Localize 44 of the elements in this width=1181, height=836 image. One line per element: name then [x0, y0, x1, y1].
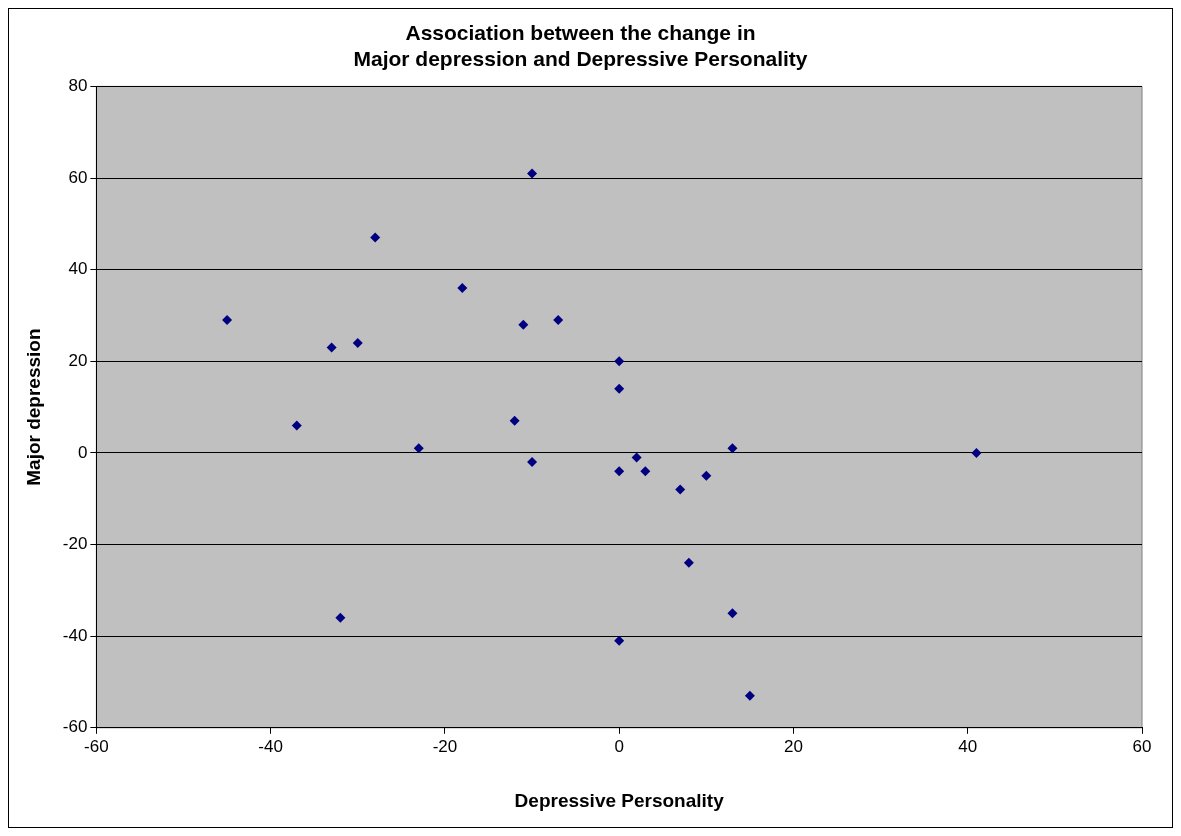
point — [518, 319, 529, 330]
point — [509, 415, 520, 426]
point — [614, 383, 625, 394]
point — [335, 612, 346, 623]
point — [727, 443, 738, 454]
x-tick-label: 0 — [614, 736, 624, 756]
x-tick-label: 20 — [784, 736, 803, 756]
point — [614, 466, 625, 477]
point — [727, 608, 738, 619]
y-tick-label: -40 — [62, 625, 88, 645]
point — [683, 557, 694, 568]
y-tick-label: 0 — [77, 442, 88, 462]
point — [370, 232, 381, 243]
point — [291, 420, 302, 431]
point — [352, 337, 363, 348]
point — [971, 447, 982, 458]
point — [614, 356, 625, 367]
y-tick-label: 80 — [68, 76, 88, 96]
y-tick-label: 60 — [68, 167, 88, 187]
y-tick-label: 40 — [68, 259, 88, 279]
chart-title: Association between the change in Major depression and Depressive Personality — [353, 21, 808, 70]
x-tick-label: -20 — [432, 736, 458, 756]
point — [631, 452, 642, 463]
point — [527, 168, 538, 179]
x-tick-label: 60 — [1132, 736, 1152, 756]
y-axis-title: Major depression — [22, 328, 44, 486]
x-tick-label: -60 — [84, 736, 109, 756]
x-tick-label: -40 — [258, 736, 283, 756]
x-axis-title: Depressive Personality — [514, 789, 725, 811]
point — [640, 466, 651, 477]
y-tick-label: -60 — [62, 717, 88, 737]
point — [457, 282, 468, 293]
point — [701, 470, 712, 481]
point — [326, 342, 337, 353]
x-tick-label: 40 — [958, 736, 978, 756]
y-tick-label: 20 — [68, 350, 88, 370]
y-tick-label: -20 — [62, 534, 88, 554]
point — [413, 443, 424, 454]
point — [675, 484, 686, 495]
point — [527, 457, 538, 468]
point — [614, 635, 625, 646]
point — [744, 690, 755, 701]
point — [553, 315, 564, 326]
point — [222, 315, 233, 326]
